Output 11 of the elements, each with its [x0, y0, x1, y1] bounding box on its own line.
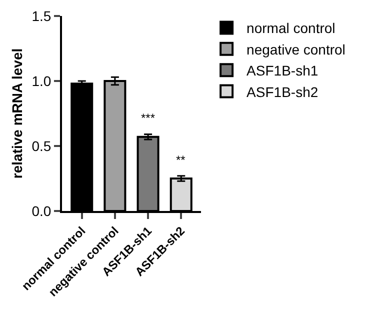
- y-tick-label: 1.5: [32, 8, 52, 24]
- annotation: ***: [141, 111, 156, 125]
- legend-label: normal control: [246, 20, 336, 36]
- legend-label: ASF1B-sh2: [246, 84, 318, 100]
- legend-label: negative control: [246, 41, 346, 58]
- y-tick-label: 0.0: [32, 202, 52, 219]
- y-axis-title: relative mRNA level: [8, 48, 25, 179]
- y-tick-label: 1.0: [32, 72, 52, 89]
- y-tick-label: 0.5: [32, 138, 52, 154]
- annotation: **: [176, 153, 186, 167]
- legend-label: ASF1B-sh1: [246, 62, 318, 79]
